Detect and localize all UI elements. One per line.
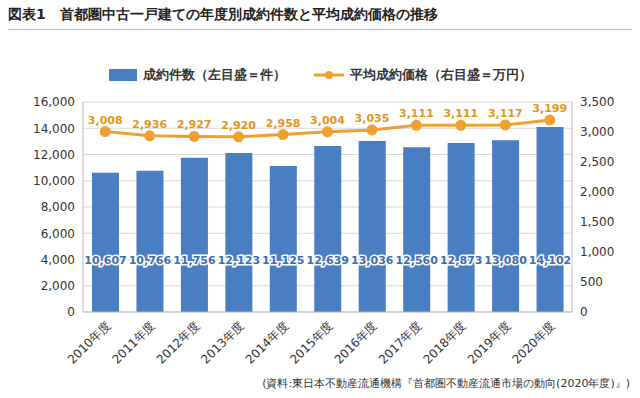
svg-text:2,958: 2,958 — [266, 117, 301, 130]
svg-text:11,756: 11,756 — [173, 254, 216, 267]
svg-text:500: 500 — [580, 275, 603, 289]
svg-text:2016年度: 2016年度 — [332, 318, 380, 366]
svg-text:10,607: 10,607 — [84, 254, 126, 267]
svg-text:16,000: 16,000 — [33, 95, 75, 109]
svg-text:3,117: 3,117 — [488, 107, 523, 120]
svg-text:0: 0 — [67, 305, 75, 319]
svg-text:2014年度: 2014年度 — [243, 318, 291, 366]
svg-text:2015年度: 2015年度 — [287, 318, 335, 366]
svg-text:3,500: 3,500 — [580, 95, 614, 109]
svg-text:1,000: 1,000 — [580, 245, 614, 259]
svg-text:2019年度: 2019年度 — [465, 318, 513, 366]
svg-text:3,008: 3,008 — [88, 114, 123, 127]
svg-text:10,000: 10,000 — [33, 174, 75, 188]
svg-text:0: 0 — [580, 305, 588, 319]
svg-text:11,125: 11,125 — [262, 254, 304, 267]
svg-text:3,199: 3,199 — [532, 102, 567, 115]
svg-text:3,111: 3,111 — [399, 107, 434, 120]
svg-text:13,080: 13,080 — [484, 254, 527, 267]
svg-text:1,500: 1,500 — [580, 215, 614, 229]
svg-text:2,936: 2,936 — [132, 118, 167, 131]
svg-text:14,000: 14,000 — [33, 122, 75, 136]
svg-text:12,000: 12,000 — [33, 148, 75, 162]
svg-text:3,035: 3,035 — [355, 112, 390, 125]
svg-text:12,560: 12,560 — [395, 254, 438, 267]
svg-text:13,036: 13,036 — [351, 254, 394, 267]
svg-text:12,123: 12,123 — [218, 254, 260, 267]
svg-text:2013年度: 2013年度 — [198, 318, 246, 366]
svg-text:3,111: 3,111 — [443, 107, 478, 120]
svg-text:6,000: 6,000 — [41, 227, 75, 241]
html-text:(資料:東日本不動産流通機構『首都圏不動産流通市場の動向(2: (資料:東日本不動産流通機構『首都圏不動産流通市場の動向(2020年度)』) — [262, 377, 630, 390]
svg-text:2010年度: 2010年度 — [65, 318, 113, 366]
svg-text:12,873: 12,873 — [440, 254, 482, 267]
svg-text:12,639: 12,639 — [307, 254, 349, 267]
svg-text:4,000: 4,000 — [41, 253, 75, 267]
svg-text:2,920: 2,920 — [221, 119, 256, 132]
svg-text:2012年度: 2012年度 — [154, 318, 202, 366]
svg-text:3,000: 3,000 — [580, 125, 614, 139]
svg-text:14,102: 14,102 — [529, 254, 571, 267]
svg-text:10,766: 10,766 — [129, 254, 172, 267]
html-text:図表1 首都圏中古一戸建ての年度別成約件数と平均成約価格の推: 図表1 首都圏中古一戸建ての年度別成約件数と平均成約価格の推移 — [8, 6, 438, 22]
svg-text:2018年度: 2018年度 — [421, 318, 469, 366]
html-text:平均成約価格（右目盛＝万円）: 平均成約価格（右目盛＝万円） — [349, 67, 532, 82]
svg-text:8,000: 8,000 — [41, 200, 75, 214]
svg-text:2011年度: 2011年度 — [109, 318, 157, 366]
svg-text:2,927: 2,927 — [177, 118, 212, 131]
html-text:成約件数（左目盛＝件）: 成約件数（左目盛＝件） — [142, 67, 286, 82]
svg-text:2,000: 2,000 — [580, 185, 614, 199]
svg-text:2,000: 2,000 — [41, 279, 75, 293]
svg-text:2017年度: 2017年度 — [376, 318, 424, 366]
svg-text:3,004: 3,004 — [310, 114, 345, 127]
svg-text:2020年度: 2020年度 — [509, 318, 557, 366]
svg-text:2,500: 2,500 — [580, 155, 614, 169]
